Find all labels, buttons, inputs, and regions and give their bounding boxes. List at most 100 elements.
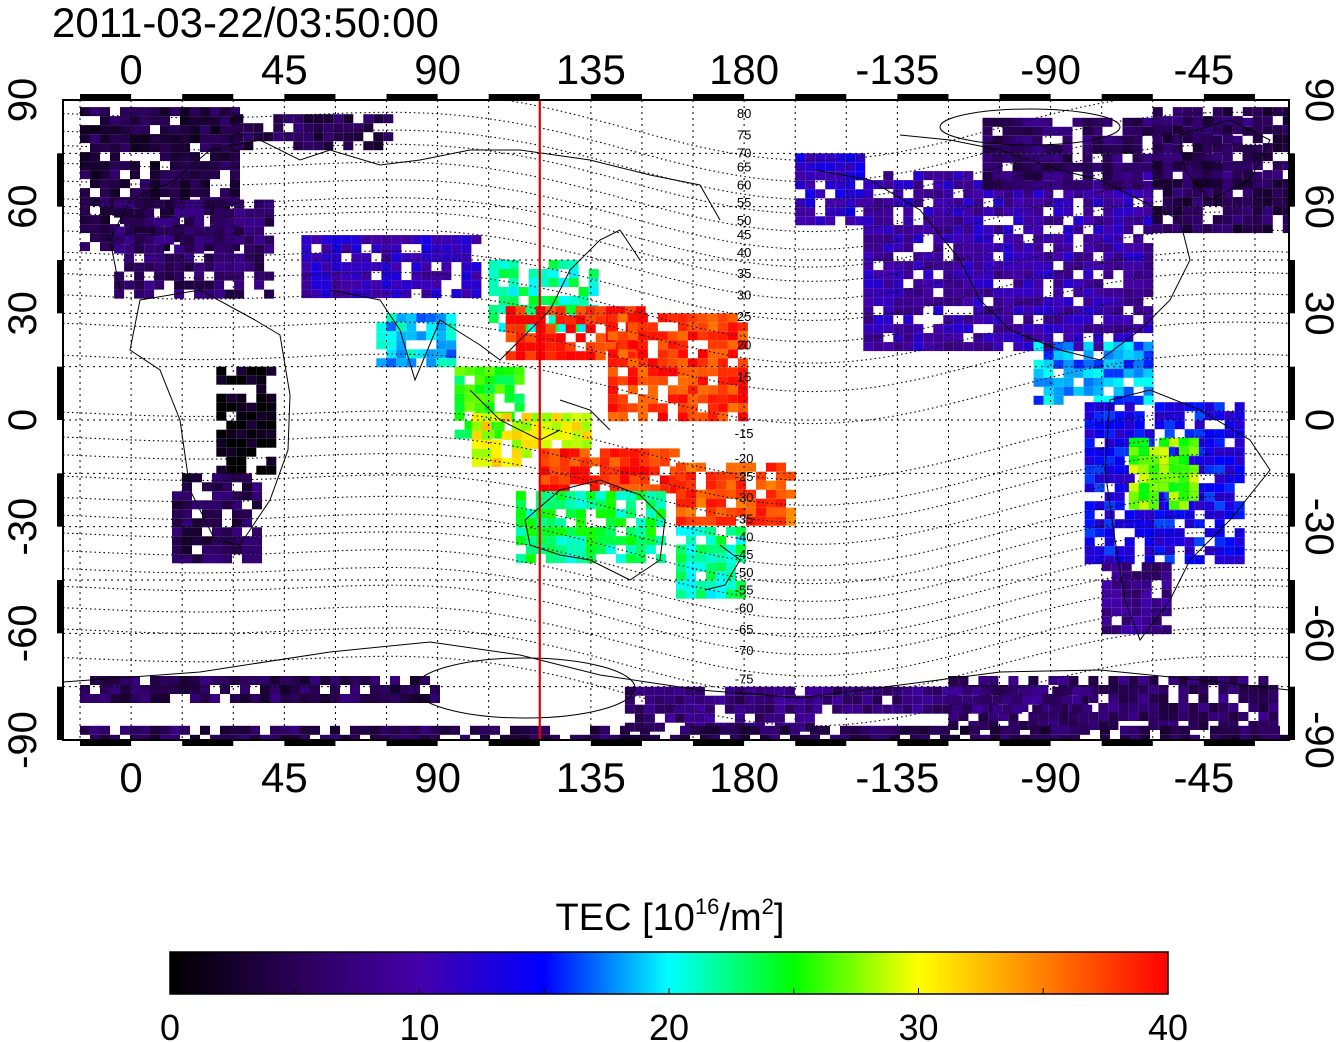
tec-cell [498, 269, 509, 278]
frame-segment-bottom [693, 740, 745, 746]
tec-cell [694, 686, 705, 696]
tec-cell [568, 296, 579, 305]
tec-cell [1084, 528, 1095, 538]
tec-cell [548, 314, 559, 323]
tec-cell [637, 367, 648, 377]
tec-cell [992, 704, 1003, 714]
tec-cell [903, 225, 914, 235]
tec-cell [210, 734, 220, 740]
tec-cell [1083, 216, 1094, 226]
tec-cell [1093, 359, 1104, 369]
tec-cell [883, 243, 894, 253]
tec-cell [1108, 712, 1119, 721]
tec-cell [1234, 501, 1245, 511]
tec-cell [1094, 519, 1105, 529]
tec-cell [1000, 734, 1010, 740]
tec-cell [1063, 279, 1074, 289]
tec-cell [992, 135, 1003, 145]
tec-cell [756, 516, 766, 526]
tec-region-arctic-strip [233, 114, 394, 151]
tec-cell [380, 734, 390, 740]
tec-cell [484, 375, 495, 385]
tec-cell [1234, 537, 1245, 547]
tec-cell [1133, 395, 1144, 405]
tec-cell [471, 289, 482, 299]
tec-cell [481, 421, 492, 431]
tec-cell [421, 235, 432, 245]
tec-cell [1158, 721, 1169, 730]
tec-cell [154, 271, 165, 281]
tec-cell [686, 480, 696, 490]
tec-cell [629, 466, 640, 476]
tec-cell [1083, 270, 1094, 280]
x-tick-label-bottom: 90 [414, 754, 461, 801]
tec-cell [386, 349, 397, 359]
tec-cell [391, 262, 402, 272]
tec-cell [441, 235, 452, 245]
tec-cell [1172, 107, 1183, 117]
tec-cell [172, 491, 182, 501]
tec-cell [737, 358, 748, 368]
tec-cell [1083, 341, 1094, 351]
tec-cell [740, 734, 750, 740]
tec-cell [1138, 676, 1149, 685]
tec-cell [212, 500, 222, 510]
tec-cell [301, 244, 312, 254]
tec-cell [1114, 546, 1125, 556]
tec-cell [124, 280, 135, 290]
tec-cell [240, 694, 250, 703]
tec-cell [1152, 206, 1163, 216]
tec-cell [696, 562, 706, 572]
tec-cell [190, 170, 200, 180]
tec-cell [1073, 288, 1084, 298]
tec-cell [734, 704, 745, 714]
tec-cell [321, 244, 332, 254]
tec-cell [401, 235, 412, 245]
tec-cell [736, 535, 746, 545]
tec-cell [240, 676, 250, 685]
tec-cell [494, 429, 505, 439]
tec-cell [293, 141, 304, 151]
tec-cell [639, 475, 650, 485]
tec-cell [637, 412, 648, 422]
tec-cell [694, 695, 705, 705]
tec-cell [361, 253, 372, 263]
tec-cell [154, 244, 165, 254]
tec-cell [264, 217, 275, 227]
tec-cell [579, 448, 590, 458]
tec-cell [1033, 279, 1044, 289]
tec-cell [736, 498, 746, 508]
tec-cell [707, 340, 718, 350]
tec-cell [953, 234, 964, 244]
tec-cell [1113, 386, 1124, 396]
tec-cell [1023, 225, 1034, 235]
tec-cell [1162, 179, 1173, 189]
tec-cell [252, 536, 262, 546]
tec-cell [1143, 324, 1154, 334]
tec-cell [194, 262, 205, 272]
tec-cell [558, 260, 569, 269]
tec-cell [491, 448, 502, 458]
tec-cell [1124, 555, 1135, 565]
tec-cell [1104, 510, 1115, 520]
tec-cell [676, 462, 686, 472]
tec-cell [1103, 261, 1114, 271]
tec-cell [1121, 562, 1132, 572]
tec-cell [1122, 126, 1133, 136]
tec-cell [436, 322, 447, 332]
tec-cell [313, 141, 324, 151]
tec-cell [236, 438, 247, 448]
frame-segment-top [897, 94, 949, 100]
tec-cell [686, 535, 696, 545]
tec-cell [202, 536, 212, 546]
tec-cell [1188, 437, 1199, 447]
tec-cell [615, 306, 626, 316]
tec-cell [421, 289, 432, 299]
tec-cell [716, 544, 726, 554]
tec-cell [647, 322, 658, 332]
tec-cell [548, 260, 559, 269]
tec-cell [736, 589, 746, 599]
tec-cell [436, 358, 447, 368]
tec-cell [1113, 377, 1124, 387]
tec-cell [1152, 170, 1163, 180]
